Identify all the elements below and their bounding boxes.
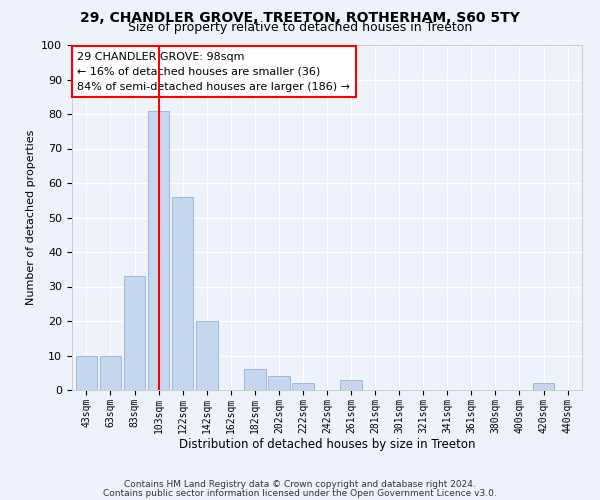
Bar	[76, 356, 97, 390]
Bar	[100, 356, 121, 390]
Text: Contains public sector information licensed under the Open Government Licence v3: Contains public sector information licen…	[103, 489, 497, 498]
Bar	[124, 276, 145, 390]
Bar	[340, 380, 362, 390]
Bar	[268, 376, 290, 390]
Text: Size of property relative to detached houses in Treeton: Size of property relative to detached ho…	[128, 22, 472, 35]
Bar	[148, 110, 169, 390]
X-axis label: Distribution of detached houses by size in Treeton: Distribution of detached houses by size …	[179, 438, 475, 452]
Bar	[196, 321, 218, 390]
Y-axis label: Number of detached properties: Number of detached properties	[26, 130, 36, 305]
Bar	[172, 197, 193, 390]
Text: 29 CHANDLER GROVE: 98sqm
← 16% of detached houses are smaller (36)
84% of semi-d: 29 CHANDLER GROVE: 98sqm ← 16% of detach…	[77, 52, 350, 92]
Bar	[292, 383, 314, 390]
Text: Contains HM Land Registry data © Crown copyright and database right 2024.: Contains HM Land Registry data © Crown c…	[124, 480, 476, 489]
Bar	[244, 370, 266, 390]
Text: 29, CHANDLER GROVE, TREETON, ROTHERHAM, S60 5TY: 29, CHANDLER GROVE, TREETON, ROTHERHAM, …	[80, 11, 520, 25]
Bar	[533, 383, 554, 390]
